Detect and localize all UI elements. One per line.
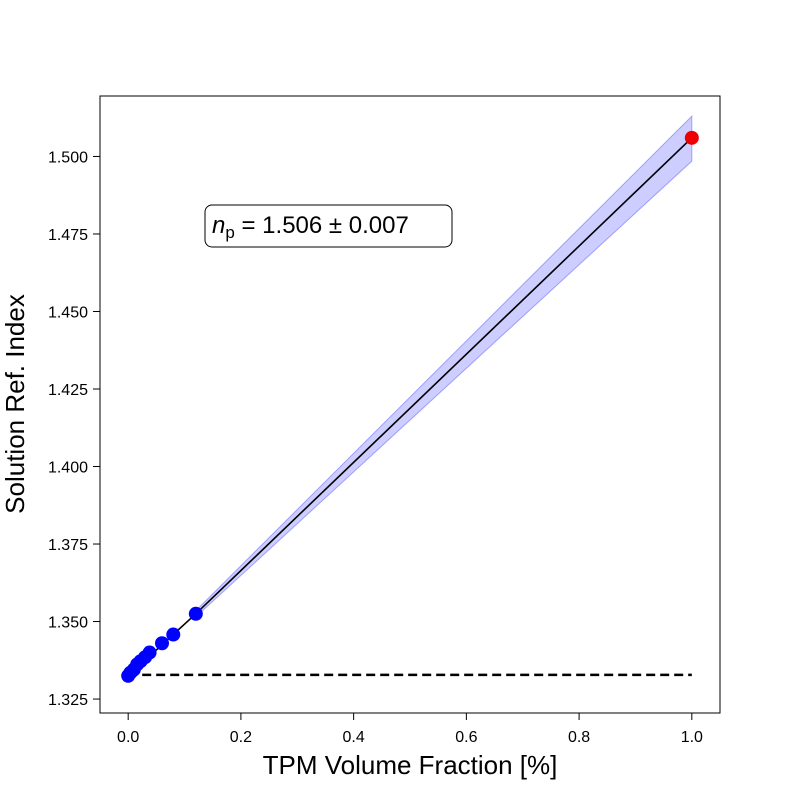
y-tick-label: 1.375 xyxy=(48,537,88,554)
annotation-symbol: n xyxy=(212,212,225,239)
fit-line xyxy=(195,137,693,615)
data-point xyxy=(188,606,203,621)
fit-annotation: np = 1.506 ± 0.007 xyxy=(204,204,453,248)
y-tick-label: 1.325 xyxy=(48,692,88,709)
x-tick-label: 1.0 xyxy=(681,729,703,746)
y-tick-label: 1.450 xyxy=(48,304,88,321)
annotation-box xyxy=(204,204,453,248)
data-point xyxy=(142,645,157,660)
y-axis-label: Solution Ref. Index xyxy=(0,294,30,514)
annotation-text: np = 1.506 ± 0.007 xyxy=(212,212,409,242)
x-tick-label: 0.8 xyxy=(568,729,590,746)
data-point xyxy=(166,627,181,642)
y-tick-label: 1.425 xyxy=(48,382,88,399)
extrapolated-point xyxy=(684,130,699,145)
plot-frame xyxy=(99,95,721,714)
x-tick-label: 0.6 xyxy=(455,729,477,746)
annotation-subscript: p xyxy=(225,223,234,242)
annotation-value: = 1.506 ± 0.007 xyxy=(235,212,409,239)
x-tick-label: 0.0 xyxy=(117,729,139,746)
y-tick-label: 1.400 xyxy=(48,460,88,477)
x-tick-label: 0.4 xyxy=(343,729,365,746)
x-tick-label: 0.2 xyxy=(230,729,252,746)
y-tick-label: 1.500 xyxy=(48,149,88,166)
data-point xyxy=(155,636,169,651)
y-tick-label: 1.350 xyxy=(48,615,88,632)
y-tick-label: 1.475 xyxy=(48,227,88,244)
x-axis-label: TPM Volume Fraction [%] xyxy=(263,750,558,780)
plot-area xyxy=(121,114,699,683)
axis-ticks: 0.0 0.2 0.4 0.6 0.8 1.0 1.325 1.350 1.375 1.400 1.… xyxy=(48,149,703,746)
